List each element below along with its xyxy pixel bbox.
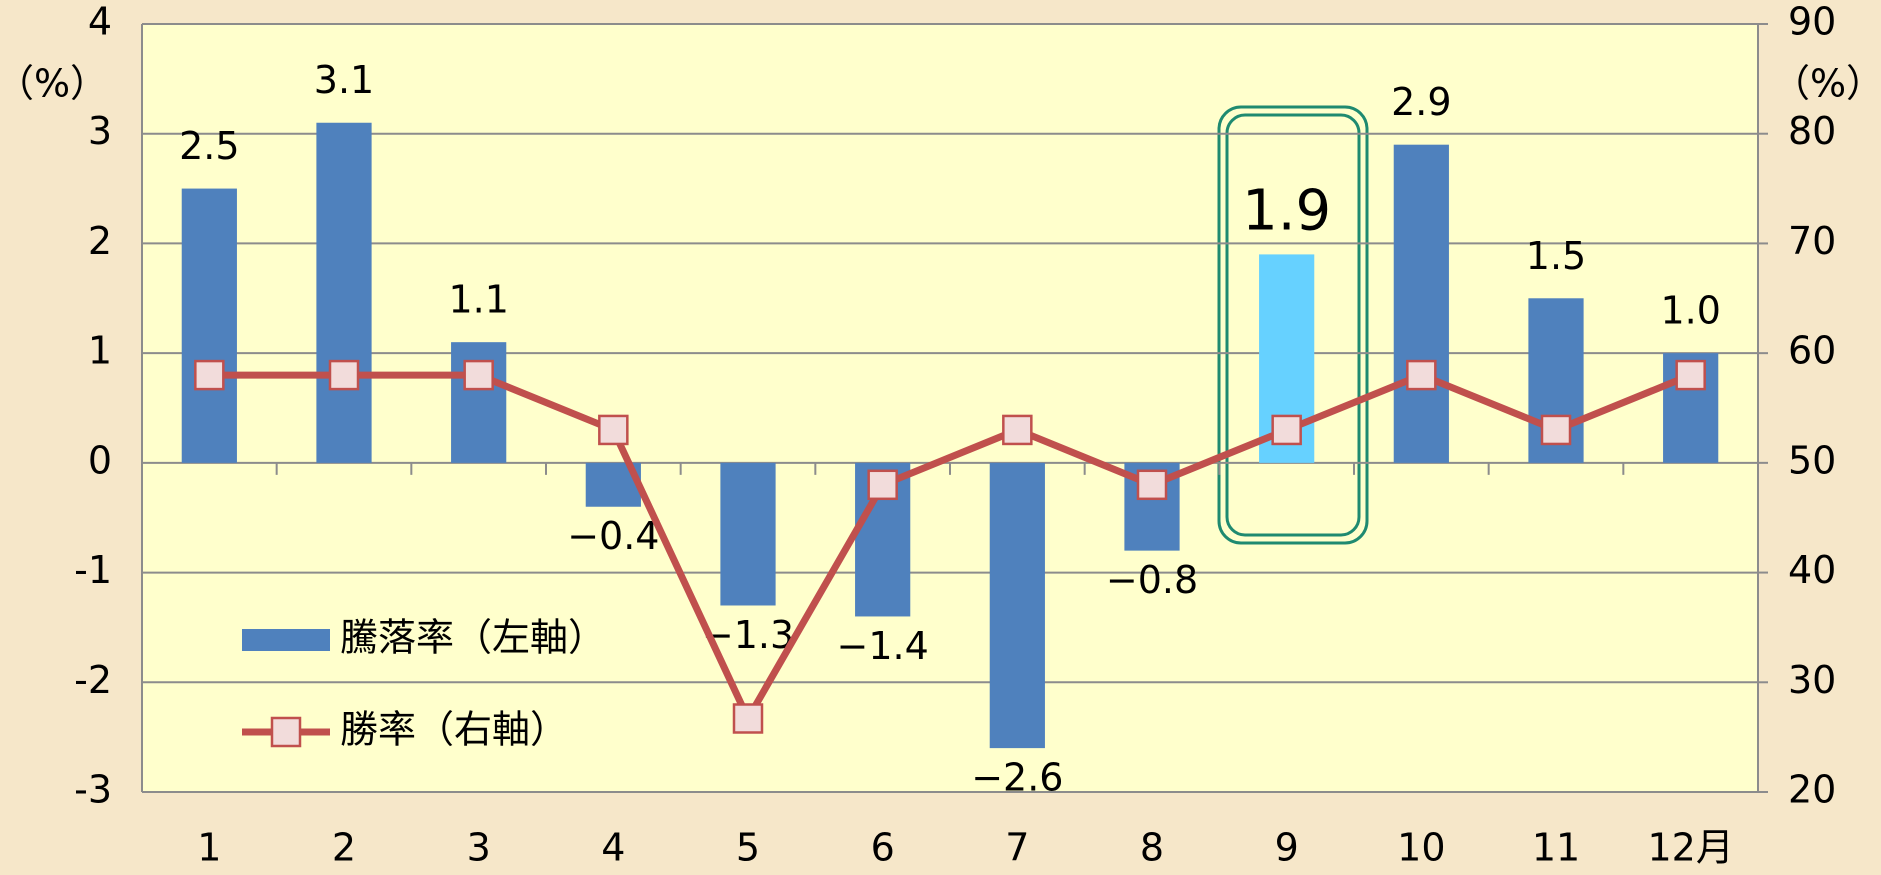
marker — [1136, 469, 1168, 501]
y2-tick-label: 30 — [1788, 658, 1836, 702]
x-tick-label: 11 — [1532, 826, 1580, 870]
marker — [598, 414, 629, 446]
y-tick-label: 2 — [88, 219, 112, 263]
x-tick-label: 6 — [871, 826, 895, 870]
x-tick-label: 8 — [1140, 826, 1164, 870]
x-tick-label: 9 — [1275, 826, 1299, 870]
y2-tick-label: 50 — [1788, 438, 1836, 482]
bar — [1393, 144, 1449, 463]
x-tick-label: 1 — [197, 826, 221, 870]
data-label: −2.6 — [971, 756, 1063, 800]
data-label: 2.5 — [179, 124, 239, 168]
marker — [867, 469, 898, 501]
line — [209, 371, 1692, 727]
marker — [1271, 414, 1302, 446]
data-label: 1.9 — [1242, 179, 1331, 244]
data-label: −0.4 — [567, 514, 659, 558]
data-label: −0.8 — [1106, 558, 1198, 602]
marker — [1540, 414, 1572, 446]
bar — [181, 188, 237, 463]
data-label: 1.0 — [1660, 289, 1720, 333]
data-label: 2.9 — [1391, 80, 1451, 124]
y2-tick-label: 60 — [1788, 329, 1836, 373]
marker — [1406, 359, 1437, 391]
legend-swatch — [270, 716, 302, 748]
plot-area — [142, 24, 1758, 792]
y2-tick-label: 90 — [1788, 0, 1836, 44]
legend-swatch — [242, 629, 330, 651]
x-tick-label: 5 — [736, 826, 760, 870]
marker — [1002, 414, 1033, 446]
marker — [1675, 359, 1706, 391]
marker — [463, 359, 494, 391]
data-label: 3.1 — [314, 58, 374, 102]
bar — [989, 462, 1045, 749]
y2-tick-label: 70 — [1788, 219, 1836, 263]
y-tick-label: 4 — [88, 0, 112, 44]
marker — [732, 703, 764, 734]
y-tick-label: -1 — [74, 548, 112, 592]
y-tick-label: 1 — [88, 329, 112, 373]
y-tick-label: 0 — [88, 438, 112, 482]
legend-label: 勝率（右軸） — [340, 708, 568, 752]
y-tick-label: -3 — [74, 768, 112, 812]
data-label: 1.5 — [1526, 234, 1586, 278]
y2-tick-label: 40 — [1788, 548, 1836, 592]
x-tick-label: 4 — [601, 826, 625, 870]
y2-tick-label: 20 — [1788, 768, 1836, 812]
y2-tick-label: 80 — [1788, 109, 1836, 153]
bar — [720, 462, 776, 606]
x-tick-label: 3 — [467, 826, 491, 870]
marker — [194, 359, 225, 391]
y-tick-label: -2 — [74, 658, 112, 702]
y-axis-label: （%） — [0, 62, 108, 106]
highlight-box — [1217, 105, 1369, 545]
y2-axis-label: （%） — [1772, 62, 1881, 106]
highlight-box — [1225, 113, 1361, 537]
x-tick-label: 12月 — [1647, 826, 1733, 870]
legend-label: 騰落率（左軸） — [340, 616, 606, 660]
bar — [316, 122, 372, 463]
x-tick-label: 10 — [1397, 826, 1445, 870]
data-label: 1.1 — [448, 278, 508, 322]
y-tick-label: 3 — [88, 109, 112, 153]
x-tick-label: 2 — [332, 826, 356, 870]
data-label: −1.4 — [837, 624, 929, 668]
x-tick-label: 7 — [1005, 826, 1029, 870]
marker — [328, 359, 360, 391]
